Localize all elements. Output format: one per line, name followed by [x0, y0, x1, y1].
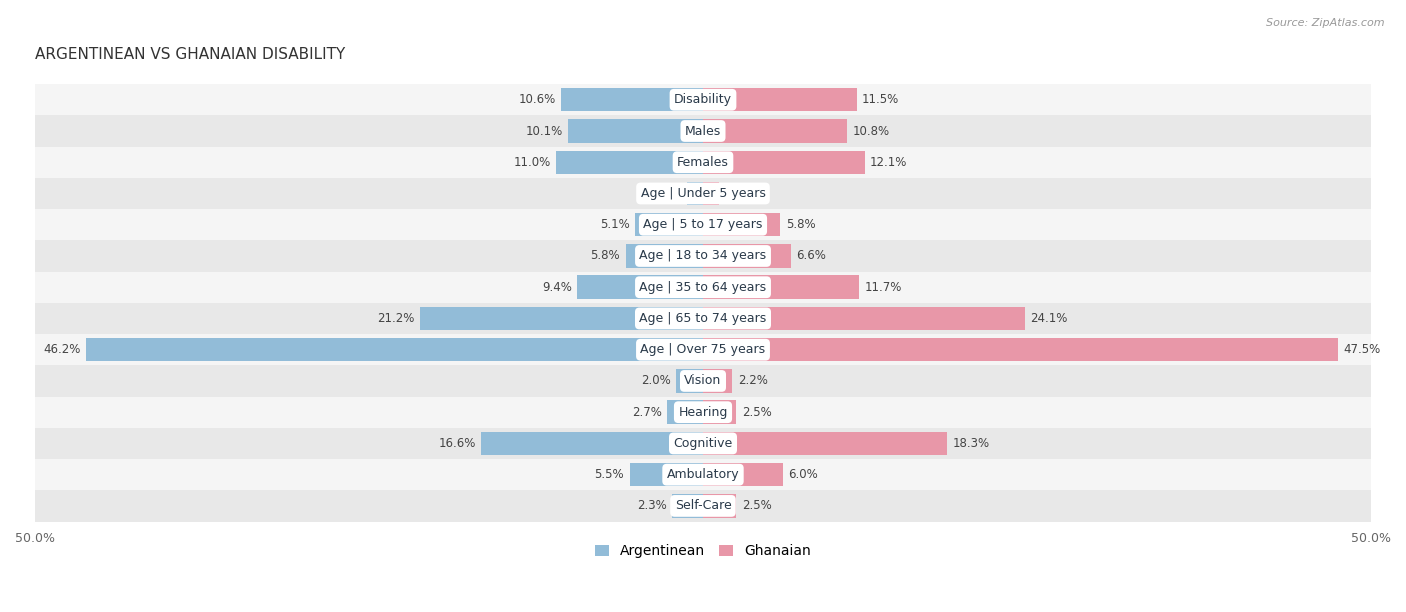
Text: 16.6%: 16.6% — [439, 437, 475, 450]
Text: Age | Under 5 years: Age | Under 5 years — [641, 187, 765, 200]
Text: 6.0%: 6.0% — [789, 468, 818, 481]
Text: 18.3%: 18.3% — [953, 437, 990, 450]
Text: Ambulatory: Ambulatory — [666, 468, 740, 481]
Text: Self-Care: Self-Care — [675, 499, 731, 512]
Text: 2.0%: 2.0% — [641, 375, 671, 387]
Bar — [703, 494, 737, 518]
Text: 12.1%: 12.1% — [870, 155, 907, 169]
FancyBboxPatch shape — [35, 272, 1371, 303]
Text: Females: Females — [678, 155, 728, 169]
Text: 24.1%: 24.1% — [1031, 312, 1067, 325]
Bar — [561, 88, 703, 111]
FancyBboxPatch shape — [35, 397, 1371, 428]
Text: Source: ZipAtlas.com: Source: ZipAtlas.com — [1267, 18, 1385, 28]
Bar — [703, 307, 1025, 330]
Text: 2.5%: 2.5% — [742, 499, 772, 512]
FancyBboxPatch shape — [35, 116, 1371, 147]
Text: Disability: Disability — [673, 93, 733, 106]
FancyBboxPatch shape — [35, 178, 1371, 209]
Text: 1.2%: 1.2% — [724, 187, 754, 200]
Bar — [703, 213, 780, 236]
Text: ARGENTINEAN VS GHANAIAN DISABILITY: ARGENTINEAN VS GHANAIAN DISABILITY — [35, 47, 346, 62]
Text: 6.6%: 6.6% — [797, 250, 827, 263]
Text: 5.1%: 5.1% — [600, 218, 630, 231]
Text: 5.5%: 5.5% — [595, 468, 624, 481]
Bar — [666, 400, 703, 424]
FancyBboxPatch shape — [35, 428, 1371, 459]
Text: Cognitive: Cognitive — [673, 437, 733, 450]
Text: Age | 18 to 34 years: Age | 18 to 34 years — [640, 250, 766, 263]
Text: 11.0%: 11.0% — [513, 155, 551, 169]
Text: Hearing: Hearing — [678, 406, 728, 419]
Bar — [703, 431, 948, 455]
Text: Males: Males — [685, 124, 721, 138]
Text: Age | 65 to 74 years: Age | 65 to 74 years — [640, 312, 766, 325]
Bar — [568, 119, 703, 143]
Text: Age | Over 75 years: Age | Over 75 years — [641, 343, 765, 356]
Text: 10.1%: 10.1% — [526, 124, 562, 138]
FancyBboxPatch shape — [35, 209, 1371, 241]
Text: 9.4%: 9.4% — [543, 281, 572, 294]
FancyBboxPatch shape — [35, 84, 1371, 116]
Text: 5.8%: 5.8% — [591, 250, 620, 263]
FancyBboxPatch shape — [35, 147, 1371, 178]
Text: 2.3%: 2.3% — [637, 499, 666, 512]
Text: 1.2%: 1.2% — [652, 187, 682, 200]
Bar — [555, 151, 703, 174]
Bar — [420, 307, 703, 330]
Text: 46.2%: 46.2% — [44, 343, 80, 356]
Bar — [703, 369, 733, 393]
FancyBboxPatch shape — [35, 490, 1371, 521]
Bar — [703, 338, 1337, 362]
Bar — [703, 275, 859, 299]
Bar — [703, 244, 792, 267]
Text: 10.6%: 10.6% — [519, 93, 555, 106]
Bar — [703, 182, 718, 205]
Bar — [703, 88, 856, 111]
Bar — [630, 463, 703, 487]
Bar — [676, 369, 703, 393]
FancyBboxPatch shape — [35, 459, 1371, 490]
Bar — [703, 400, 737, 424]
Text: 21.2%: 21.2% — [377, 312, 415, 325]
Text: 2.7%: 2.7% — [631, 406, 662, 419]
Bar — [703, 151, 865, 174]
Text: Age | 35 to 64 years: Age | 35 to 64 years — [640, 281, 766, 294]
Legend: Argentinean, Ghanaian: Argentinean, Ghanaian — [589, 539, 817, 564]
Bar — [626, 244, 703, 267]
Text: 47.5%: 47.5% — [1343, 343, 1381, 356]
Bar — [688, 182, 703, 205]
Text: 2.5%: 2.5% — [742, 406, 772, 419]
Text: Vision: Vision — [685, 375, 721, 387]
Text: 10.8%: 10.8% — [852, 124, 890, 138]
FancyBboxPatch shape — [35, 241, 1371, 272]
Bar — [703, 463, 783, 487]
Text: 5.8%: 5.8% — [786, 218, 815, 231]
Text: 2.2%: 2.2% — [738, 375, 768, 387]
FancyBboxPatch shape — [35, 365, 1371, 397]
Bar — [703, 119, 848, 143]
Bar — [578, 275, 703, 299]
FancyBboxPatch shape — [35, 334, 1371, 365]
Text: Age | 5 to 17 years: Age | 5 to 17 years — [644, 218, 762, 231]
Bar — [86, 338, 703, 362]
Bar — [636, 213, 703, 236]
Text: 11.5%: 11.5% — [862, 93, 900, 106]
Bar — [481, 431, 703, 455]
Bar — [672, 494, 703, 518]
FancyBboxPatch shape — [35, 303, 1371, 334]
Text: 11.7%: 11.7% — [865, 281, 903, 294]
